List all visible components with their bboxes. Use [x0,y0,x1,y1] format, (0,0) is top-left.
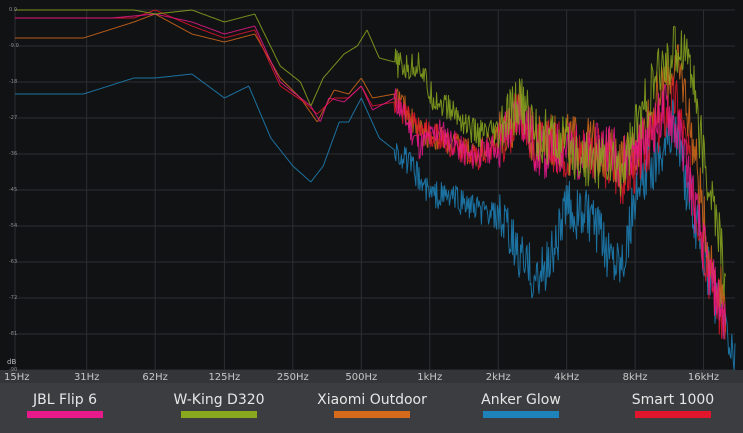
x-tick-label: 15Hz [4,372,30,383]
series-line-w-king-d320 [15,9,727,296]
legend-item-jbl-flip-6[interactable]: JBL Flip 6 [0,391,140,418]
x-axis-bar [0,370,743,383]
legend-swatch [635,411,711,418]
legend-swatch [27,411,103,418]
legend-label: Anker Glow [481,392,561,408]
x-tick-label: 8kHz [622,372,648,383]
legend-item-anker-glow[interactable]: Anker Glow [446,391,596,418]
legend-item-xiaomi-outdoor[interactable]: Xiaomi Outdoor [297,391,447,418]
plot-area [0,0,743,383]
legend-swatch [334,411,410,418]
legend-swatch [483,411,559,418]
y-tick-label: -45 [9,187,18,193]
series-group [15,9,736,371]
x-tick-label: 62Hz [142,372,168,383]
x-tick-label: 500Hz [345,372,378,383]
series-line-anker-glow [15,73,736,371]
x-tick-label: 125Hz [208,372,241,383]
series-line-jbl-flip-6 [15,13,727,340]
y-tick-label: -63 [9,259,18,265]
y-tick-label: -36 [9,151,18,157]
legend-item-w-king-d320[interactable]: W-King D320 [144,391,294,418]
y-tick-label: -54 [9,223,18,229]
x-tick-label: 16kHz [687,372,720,383]
x-tick-label: 4kHz [554,372,580,383]
x-tick-label: 2kHz [485,372,511,383]
legend: JBL Flip 6 W-King D320 Xiaomi Outdoor An… [0,383,743,433]
y-tick-label: -18 [9,79,18,85]
legend-label: W-King D320 [173,392,265,408]
y-axis-unit: dB [7,358,17,366]
y-tick-label: 0.0 [9,7,17,13]
y-tick-label: -27 [9,115,18,121]
y-tick-label: -81 [9,331,18,337]
legend-item-smart-1000[interactable]: Smart 1000 [598,391,743,418]
x-tick-label: 31Hz [73,372,100,383]
x-tick-label: 1kHz [417,372,443,383]
legend-label: Xiaomi Outdoor [317,392,427,408]
legend-label: JBL Flip 6 [32,392,98,408]
y-tick-label: -72 [9,295,18,301]
plot-background [0,0,743,383]
x-tick-label: 250Hz [276,372,309,383]
y-tick-label: -90 [9,367,18,373]
legend-swatch [181,411,257,418]
legend-label: Smart 1000 [631,392,715,408]
y-tick-label: -9.0 [9,43,19,49]
